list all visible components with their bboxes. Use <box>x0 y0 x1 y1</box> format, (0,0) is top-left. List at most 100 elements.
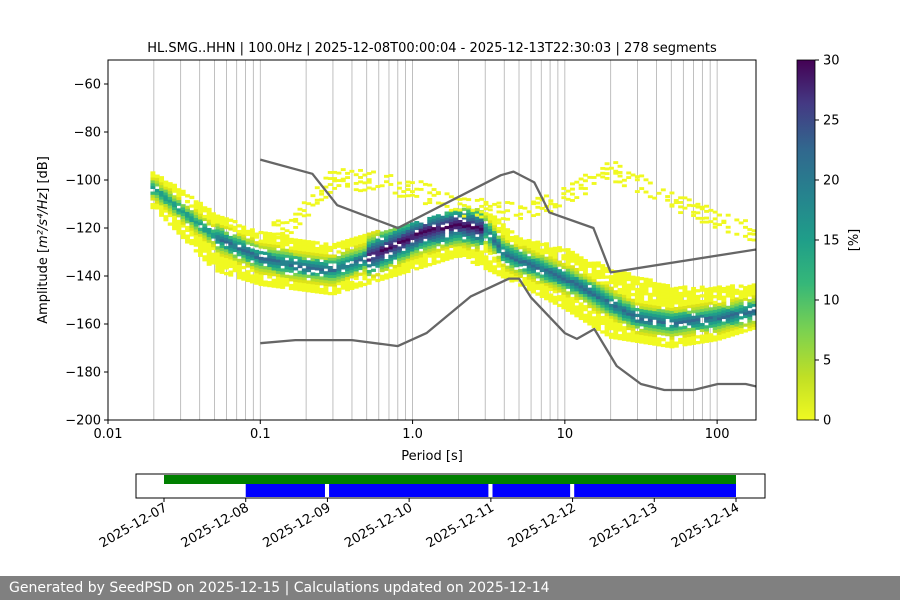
density-cell <box>327 283 333 287</box>
density-cell <box>513 272 519 276</box>
density-cell <box>422 264 428 268</box>
density-cell <box>310 272 316 276</box>
density-cell <box>561 271 567 275</box>
density-cell <box>215 240 221 244</box>
density-cell <box>505 233 511 238</box>
density-cell <box>721 307 727 311</box>
density-cell <box>193 200 199 204</box>
density-cell <box>353 245 359 249</box>
density-cell <box>180 189 186 194</box>
density-cell <box>660 309 666 313</box>
density-cell <box>699 302 705 307</box>
density-cell <box>474 225 480 229</box>
density-cell <box>483 243 489 248</box>
density-cell <box>595 275 601 280</box>
density-cell <box>626 318 632 322</box>
density-cell <box>617 313 623 318</box>
density-cell <box>686 319 692 323</box>
density-cell <box>440 253 446 257</box>
density-cell <box>626 303 632 308</box>
density-cell <box>362 233 368 238</box>
density-cell <box>595 261 601 265</box>
outlier-cell <box>743 234 748 238</box>
density-cell <box>418 225 424 229</box>
outlier-cell <box>301 209 307 213</box>
density-cell <box>565 262 571 266</box>
density-cell <box>613 284 619 288</box>
density-cell <box>626 286 632 290</box>
density-cell <box>509 250 515 254</box>
density-cell <box>513 269 519 274</box>
density-cell <box>219 244 225 248</box>
density-cell <box>518 257 524 261</box>
density-cell <box>570 291 575 295</box>
density-cell <box>747 325 753 329</box>
density-cell <box>487 225 493 230</box>
density-cell <box>725 334 731 338</box>
density-cell <box>262 240 268 244</box>
density-cell <box>271 281 277 285</box>
colorbar <box>796 59 816 421</box>
density-cell <box>699 323 705 327</box>
density-cell <box>180 235 186 240</box>
density-cell <box>172 221 178 225</box>
density-cell <box>310 286 316 291</box>
density-cell <box>284 274 290 278</box>
density-cell <box>185 205 190 210</box>
density-cell <box>591 293 597 297</box>
density-cell <box>249 242 255 246</box>
timeline-date-label: 2025-12-09 <box>260 500 333 551</box>
density-cell <box>405 258 411 262</box>
density-cell <box>396 260 402 265</box>
density-cell <box>604 298 610 302</box>
density-cell <box>241 277 247 281</box>
density-cell <box>435 225 441 230</box>
density-cell <box>535 272 541 276</box>
density-cell <box>172 206 178 211</box>
density-cell <box>223 231 229 235</box>
timeline-bars <box>164 475 736 497</box>
density-cell <box>518 240 524 244</box>
density-cell <box>492 239 498 243</box>
density-cell <box>249 268 255 272</box>
density-cell <box>258 259 264 264</box>
density-cell <box>206 222 212 226</box>
density-cell <box>427 234 433 238</box>
density-cell <box>405 229 411 233</box>
density-cell <box>189 230 195 234</box>
density-cell <box>708 310 714 314</box>
density-cell <box>483 240 489 245</box>
density-cell <box>669 345 675 349</box>
density-cell <box>626 298 632 302</box>
density-cell <box>617 276 623 280</box>
outlier-cell <box>444 204 450 208</box>
density-cell <box>505 242 511 246</box>
outlier-cell <box>604 177 610 180</box>
density-cell <box>604 321 610 325</box>
density-cell <box>591 287 597 291</box>
outlier-cell <box>634 190 640 194</box>
density-cell <box>358 246 363 250</box>
density-cell <box>418 239 424 244</box>
density-cell <box>297 247 303 251</box>
density-cell <box>241 239 247 244</box>
outlier-cell <box>284 229 290 233</box>
density-cell <box>167 185 173 189</box>
density-cell <box>634 319 640 323</box>
density-cell <box>167 182 173 186</box>
density-cell <box>353 247 359 252</box>
density-cell <box>349 275 355 279</box>
density-cell <box>336 267 342 271</box>
density-cell <box>686 322 692 326</box>
outlier-cell <box>591 176 597 179</box>
density-cell <box>306 263 312 267</box>
density-cell <box>431 247 437 251</box>
density-cell <box>591 319 597 323</box>
density-cell <box>509 259 515 263</box>
density-cell <box>704 339 710 343</box>
density-cell <box>444 214 450 218</box>
density-cell <box>565 297 571 301</box>
density-cell <box>236 273 242 277</box>
outlier-cell <box>431 188 437 191</box>
density-cell <box>613 324 619 329</box>
